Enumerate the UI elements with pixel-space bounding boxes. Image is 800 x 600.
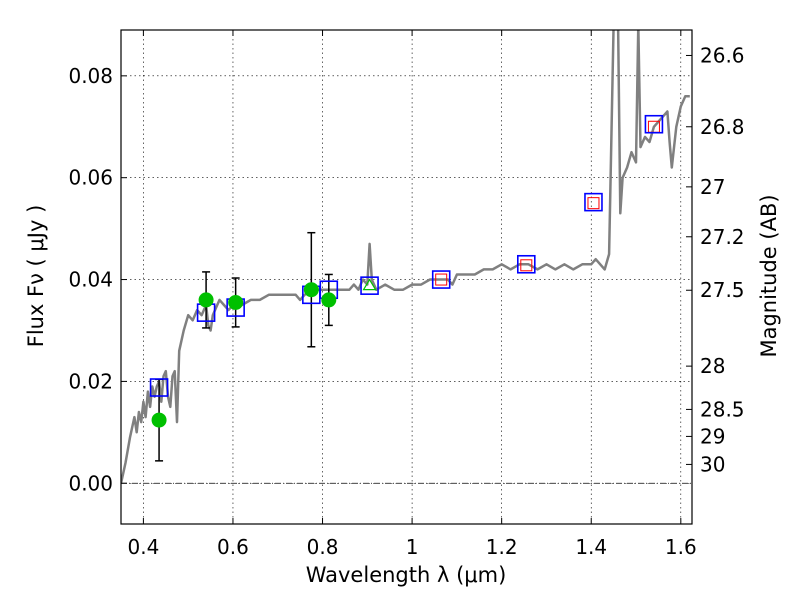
magnitude-tick-label: 27.2 [700, 225, 745, 249]
y-tick-label: 0.04 [68, 268, 113, 292]
model-photometry-square [431, 270, 451, 289]
x-tick-label: 1 [406, 535, 419, 559]
magnitude-tick-label: 28.5 [700, 397, 745, 421]
model-photometry-square [360, 276, 379, 295]
magnitude-tick-label: 29 [700, 424, 725, 448]
x-tick-label: 1.4 [575, 535, 607, 559]
magnitude-tick-label: 27.5 [700, 278, 745, 302]
triangle-marker [362, 278, 377, 291]
plot-frame [120, 29, 693, 525]
y-tick-label: 0.06 [68, 166, 113, 190]
x-tick-label: 0.8 [307, 535, 339, 559]
magnitude-tick-label: 30 [700, 452, 725, 476]
right-axis-label: Magnitude (AB) [757, 194, 781, 357]
ticks: 0.4 0.6 0.8 1 1.2 1.4 1.6 0.00 0.02 0.04 0.06 0.08 2… [68, 30, 745, 559]
y-tick-label: 0.08 [68, 64, 113, 88]
magnitude-tick-label: 26.6 [700, 43, 745, 67]
observed-point [198, 292, 214, 308]
y-tick-label: 0.00 [68, 471, 113, 495]
x-tick-label: 0.6 [217, 535, 249, 559]
alt-photometry-square [435, 273, 448, 286]
observed-point [321, 292, 337, 308]
error-bars [155, 231, 333, 462]
model-spectrum-line [121, 30, 690, 484]
magnitude-tick-label: 27 [700, 175, 725, 199]
observed-point [228, 294, 244, 310]
x-tick-label: 1.6 [665, 535, 697, 559]
magnitude-tick-label: 28 [700, 354, 725, 378]
y-axis-label: Flux Fν ( μJy ) [24, 205, 48, 348]
y-tick-label: 0.02 [68, 369, 113, 393]
x-axis-label: Wavelength λ (μm) [306, 563, 507, 587]
model-photometry-square [644, 114, 664, 134]
grid [121, 30, 692, 524]
magnitude-tick-label: 26.8 [700, 115, 745, 139]
markers [149, 114, 664, 428]
model-photometry-square [584, 192, 603, 212]
observed-point [151, 412, 167, 428]
alt-photometry-square [587, 197, 600, 210]
model-spectrum [121, 30, 690, 484]
x-tick-label: 0.4 [127, 535, 159, 559]
observed-point [303, 282, 319, 298]
x-tick-label: 1.2 [486, 535, 518, 559]
model-photometry-square [516, 254, 536, 274]
model-photometry-square [149, 378, 169, 397]
alt-photometry-square [520, 259, 533, 272]
